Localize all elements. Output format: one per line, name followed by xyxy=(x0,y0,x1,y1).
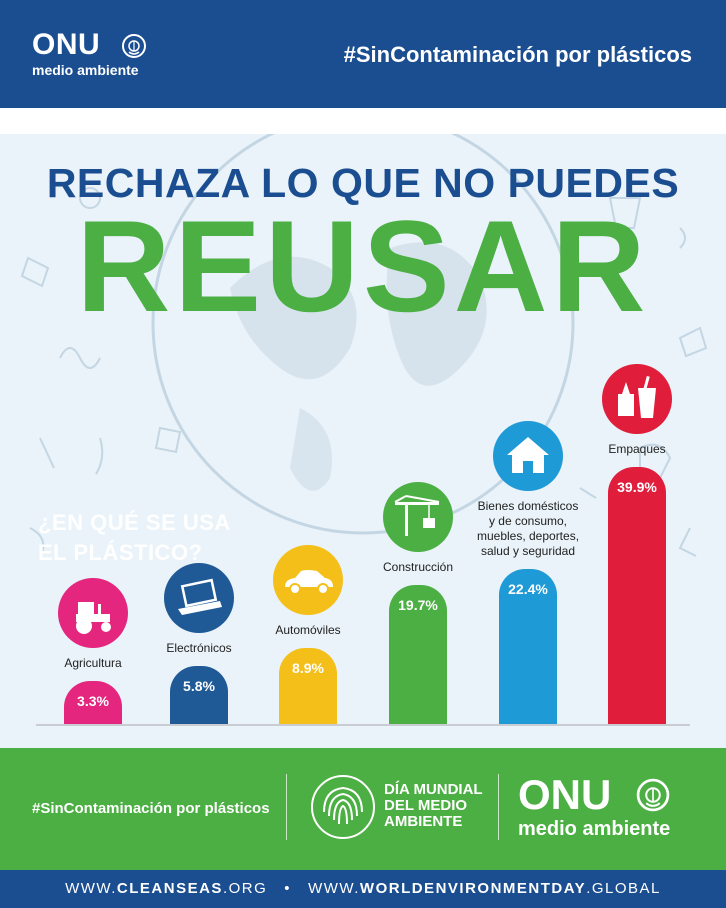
url-worldenvironmentday-link[interactable]: WWW.WORLDENVIRONMENTDAY.GLOBAL xyxy=(308,880,661,897)
bar-bienes: 22.4% xyxy=(499,568,557,724)
bar-category-label-line: Agricultura xyxy=(64,655,122,670)
url1-suffix: .ORG xyxy=(222,880,268,897)
footer-logo-onu-text: ONU xyxy=(518,771,612,818)
question-line2: EL PLÁSTICO? xyxy=(38,540,203,565)
bar-automóviles: 8.9% xyxy=(279,647,337,724)
bar-empaques: 39.9% xyxy=(608,466,666,724)
unep-logo-footer[interactable]: ONU medio ambiente xyxy=(518,771,671,841)
logo-onu-text: ONU xyxy=(32,28,101,61)
bar-category-label-line: Empaques xyxy=(608,441,666,456)
url2-bold: WORLDENVIRONMENTDAY xyxy=(359,880,587,897)
bar-category-label-line: Construcción xyxy=(382,559,454,574)
question-line1: ¿EN QUÉ SE USA xyxy=(38,510,231,535)
url2-prefix: WWW. xyxy=(308,880,360,897)
bar-category-label-line: Bienes domésticos xyxy=(477,498,579,513)
logo-sub-text: medio ambiente xyxy=(32,62,139,78)
bar-agricultura: 3.3% xyxy=(64,680,122,724)
un-emblem-icon xyxy=(122,34,146,58)
dia-line3: AMBIENTE xyxy=(384,813,463,830)
bar-category-label-line: Electrónicos xyxy=(166,641,232,656)
top-header-bar xyxy=(0,0,726,108)
bar-category-label-line: y de consumo, xyxy=(488,513,568,528)
bar-category-label-line: muebles, deportes, xyxy=(476,528,580,543)
bar-category-label: Bienes domésticos y de consumo, muebles, d… xyxy=(453,499,603,559)
footer-un-emblem-icon xyxy=(636,778,670,812)
house-icon xyxy=(493,420,563,491)
bar-category-label: Agricultura xyxy=(18,656,168,671)
bar-category-label: Automóviles xyxy=(233,623,383,638)
crane-icon xyxy=(383,481,453,552)
chart-question-title: ¿EN QUÉ SE USA EL PLÁSTICO? xyxy=(38,508,231,568)
fingerprint-icon xyxy=(311,775,375,839)
white-divider-strip xyxy=(0,108,726,134)
url-separator: • xyxy=(284,880,292,897)
bar-category-label: Empaques xyxy=(562,442,712,457)
headline-line2: REUSAR xyxy=(76,193,650,339)
footer-divider-1 xyxy=(286,774,287,840)
dia-line1: DÍA MUNDIAL xyxy=(384,781,483,798)
bar-construcción: 19.7% xyxy=(389,584,447,724)
laptop-icon xyxy=(164,563,234,634)
url-cleanseas-link[interactable]: WWW.CLEANSEAS.ORG xyxy=(65,880,267,897)
chart-baseline xyxy=(36,724,690,726)
url2-suffix: .GLOBAL xyxy=(586,880,661,897)
car-icon xyxy=(273,544,343,615)
bar-category-label: Electrónicos xyxy=(124,641,274,656)
dia-line2: DEL MEDIO xyxy=(384,797,468,814)
url1-prefix: WWW. xyxy=(65,880,117,897)
bar-category-label: Construcción xyxy=(343,560,493,575)
url1-bold: CLEANSEAS xyxy=(116,880,223,897)
unep-logo-top[interactable]: ONU medio ambiente xyxy=(32,28,146,78)
tractor-icon xyxy=(58,577,128,648)
footer-hashtag[interactable]: #SinContaminación por plásticos xyxy=(32,800,270,817)
headline-line1: RECHAZA LO QUE NO PUEDES xyxy=(46,160,680,206)
bottom-url-bar xyxy=(0,870,726,908)
bar-electrónicos: 5.8% xyxy=(170,666,228,724)
world-environment-day-text: DÍA MUNDIAL DEL MEDIO AMBIENTE xyxy=(384,782,483,830)
header-hashtag[interactable]: #SinContaminación por plásticos xyxy=(343,42,692,67)
url-line: WWW.CLEANSEAS.ORG • WWW.WORLDENVIRONMENT… xyxy=(0,880,726,897)
footer-logo-sub-text: medio ambiente xyxy=(518,818,671,840)
footer-green-band xyxy=(0,748,726,870)
bar-category-label-line: Automóviles xyxy=(275,622,341,637)
main-infographic-area xyxy=(0,108,726,748)
footer-divider-2 xyxy=(498,774,499,840)
bar-category-label-line: salud y seguridad xyxy=(480,543,576,558)
cup-icon xyxy=(602,363,672,434)
